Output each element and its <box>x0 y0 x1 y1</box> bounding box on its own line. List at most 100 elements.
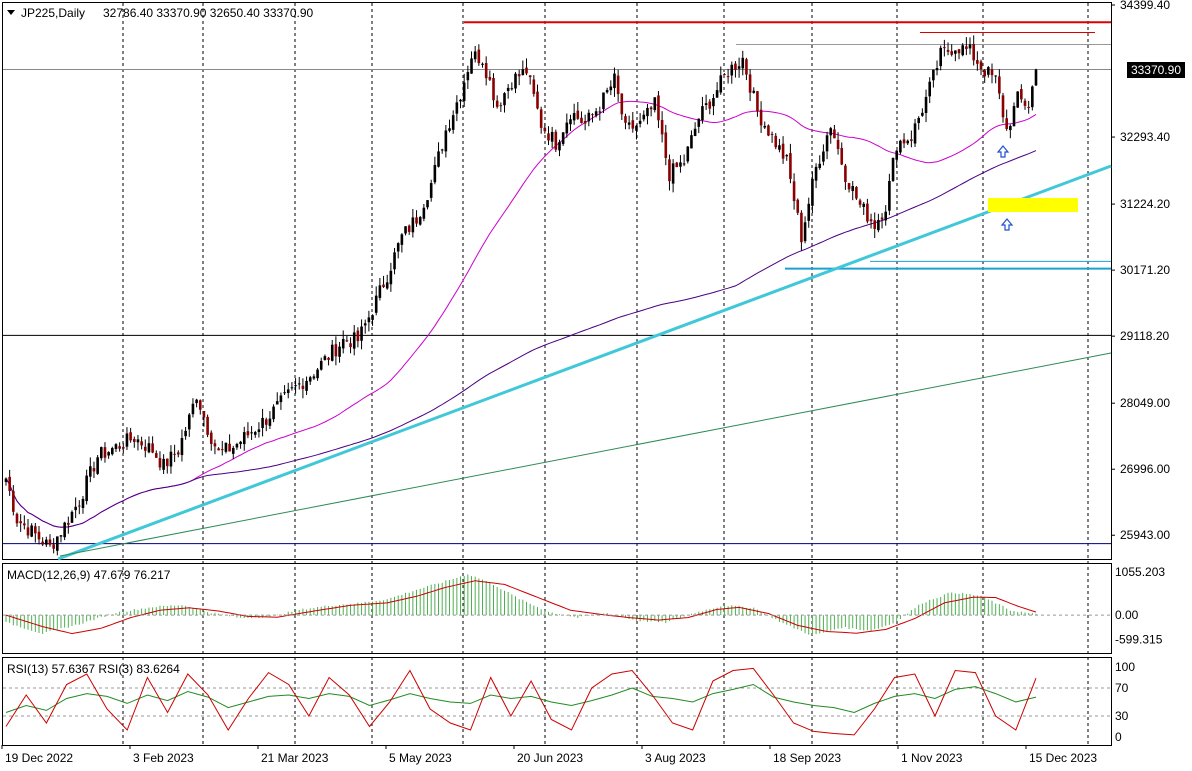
candle-body <box>371 315 374 320</box>
candle-body <box>319 360 323 370</box>
time-tick-label: 20 Jun 2023 <box>517 751 583 765</box>
candle-body <box>983 70 986 77</box>
candle-body <box>847 183 851 190</box>
candle-body <box>972 44 975 61</box>
candle-body <box>547 133 550 141</box>
candle-body <box>763 125 767 128</box>
candle-body <box>785 155 789 157</box>
candle-body <box>679 162 682 167</box>
candle-body <box>41 541 44 545</box>
candle-body <box>330 344 334 361</box>
candle-body <box>572 113 576 121</box>
candle-body <box>701 106 704 121</box>
candle-body <box>154 453 158 458</box>
candle-body <box>822 151 825 162</box>
candle-body <box>352 332 356 349</box>
highlight-zone <box>988 198 1078 212</box>
candle-body <box>1012 106 1016 127</box>
moving-averages <box>5 100 1037 528</box>
candle-body <box>660 119 664 135</box>
candle-body <box>605 90 609 93</box>
candle-body <box>356 330 360 342</box>
candle-body <box>924 96 928 113</box>
candle-body <box>96 457 99 474</box>
candle-body <box>477 49 481 64</box>
time-tick-label: 21 Mar 2023 <box>261 751 329 765</box>
candle-body <box>1009 125 1012 131</box>
up-arrow-icon <box>996 145 1010 158</box>
candle-body <box>67 522 70 525</box>
chart-ohlc: 32786.40 33370.90 32650.40 33370.90 <box>103 6 314 20</box>
time-tick-label: 1 Nov 2023 <box>901 751 963 765</box>
candle-body <box>132 438 136 442</box>
candle-body <box>45 539 48 545</box>
candle-body <box>393 252 396 270</box>
candle-body <box>943 47 946 49</box>
candle-body <box>396 243 400 252</box>
price-tick-label: 31224.20 <box>1120 197 1170 211</box>
candle-body <box>954 50 957 54</box>
candle-body <box>646 107 649 117</box>
candle-body <box>385 282 389 289</box>
candle-body <box>675 162 679 168</box>
candle-body <box>8 476 11 491</box>
candle-body <box>418 217 422 225</box>
candle-body <box>950 51 953 55</box>
candle-body <box>484 63 488 79</box>
candle-body <box>209 432 213 444</box>
candle-body <box>734 63 737 70</box>
candle-body <box>521 69 525 76</box>
macd-tick-label: -599.315 <box>1115 633 1163 647</box>
candle-body <box>664 132 668 158</box>
price-tick-label: 29118.20 <box>1120 329 1169 343</box>
candle-body <box>400 234 404 245</box>
green-trendline <box>59 352 1112 557</box>
time-tick-label: 3 Aug 2023 <box>645 751 706 765</box>
dropdown-triangle-icon[interactable] <box>7 10 15 15</box>
rsi-header: RSI(13) 57.6367 RSI(3) 83.6264 <box>7 662 180 676</box>
candle-body <box>158 458 162 468</box>
candle-body <box>85 475 88 502</box>
candle-body <box>4 478 8 482</box>
candle-body <box>448 128 451 131</box>
candle-body <box>855 187 858 199</box>
time-tick-label: 3 Feb 2023 <box>133 751 194 765</box>
candle-body <box>202 411 206 418</box>
candle-body <box>935 68 939 71</box>
candle-body <box>627 122 631 125</box>
candle-body <box>620 93 624 115</box>
candle-body <box>759 109 763 126</box>
candle-body <box>429 183 433 198</box>
rsi-tick-label: 70 <box>1115 681 1129 695</box>
price-tick-label: 26996.00 <box>1120 462 1170 476</box>
candle-body <box>807 203 811 221</box>
candle-body <box>440 149 444 151</box>
candle-body <box>745 59 748 75</box>
candle-body <box>107 452 110 456</box>
candle-body <box>631 120 635 129</box>
candle-body <box>741 57 745 69</box>
candle-body <box>609 86 613 91</box>
candle-body <box>242 432 246 445</box>
candle-body <box>279 395 283 403</box>
candle-body <box>873 220 877 229</box>
candle-body <box>836 139 840 150</box>
candle-body <box>363 323 367 326</box>
candle-body <box>231 448 235 454</box>
last-price-label: 33370.90 <box>1126 62 1185 78</box>
candle-body <box>770 133 774 135</box>
candle-body <box>778 145 781 150</box>
candle-body <box>1020 89 1023 100</box>
candle-body <box>30 525 33 537</box>
candle-body <box>957 49 961 54</box>
candle-body <box>473 51 477 60</box>
candle-body <box>103 447 107 458</box>
macd-signal-line <box>5 580 1037 635</box>
rsi-tick-label: 0 <box>1115 730 1122 744</box>
candle-body <box>825 135 829 152</box>
candle-body <box>136 439 140 443</box>
candle-body <box>774 135 778 148</box>
candle-body <box>884 211 888 221</box>
candle-body <box>308 377 312 382</box>
